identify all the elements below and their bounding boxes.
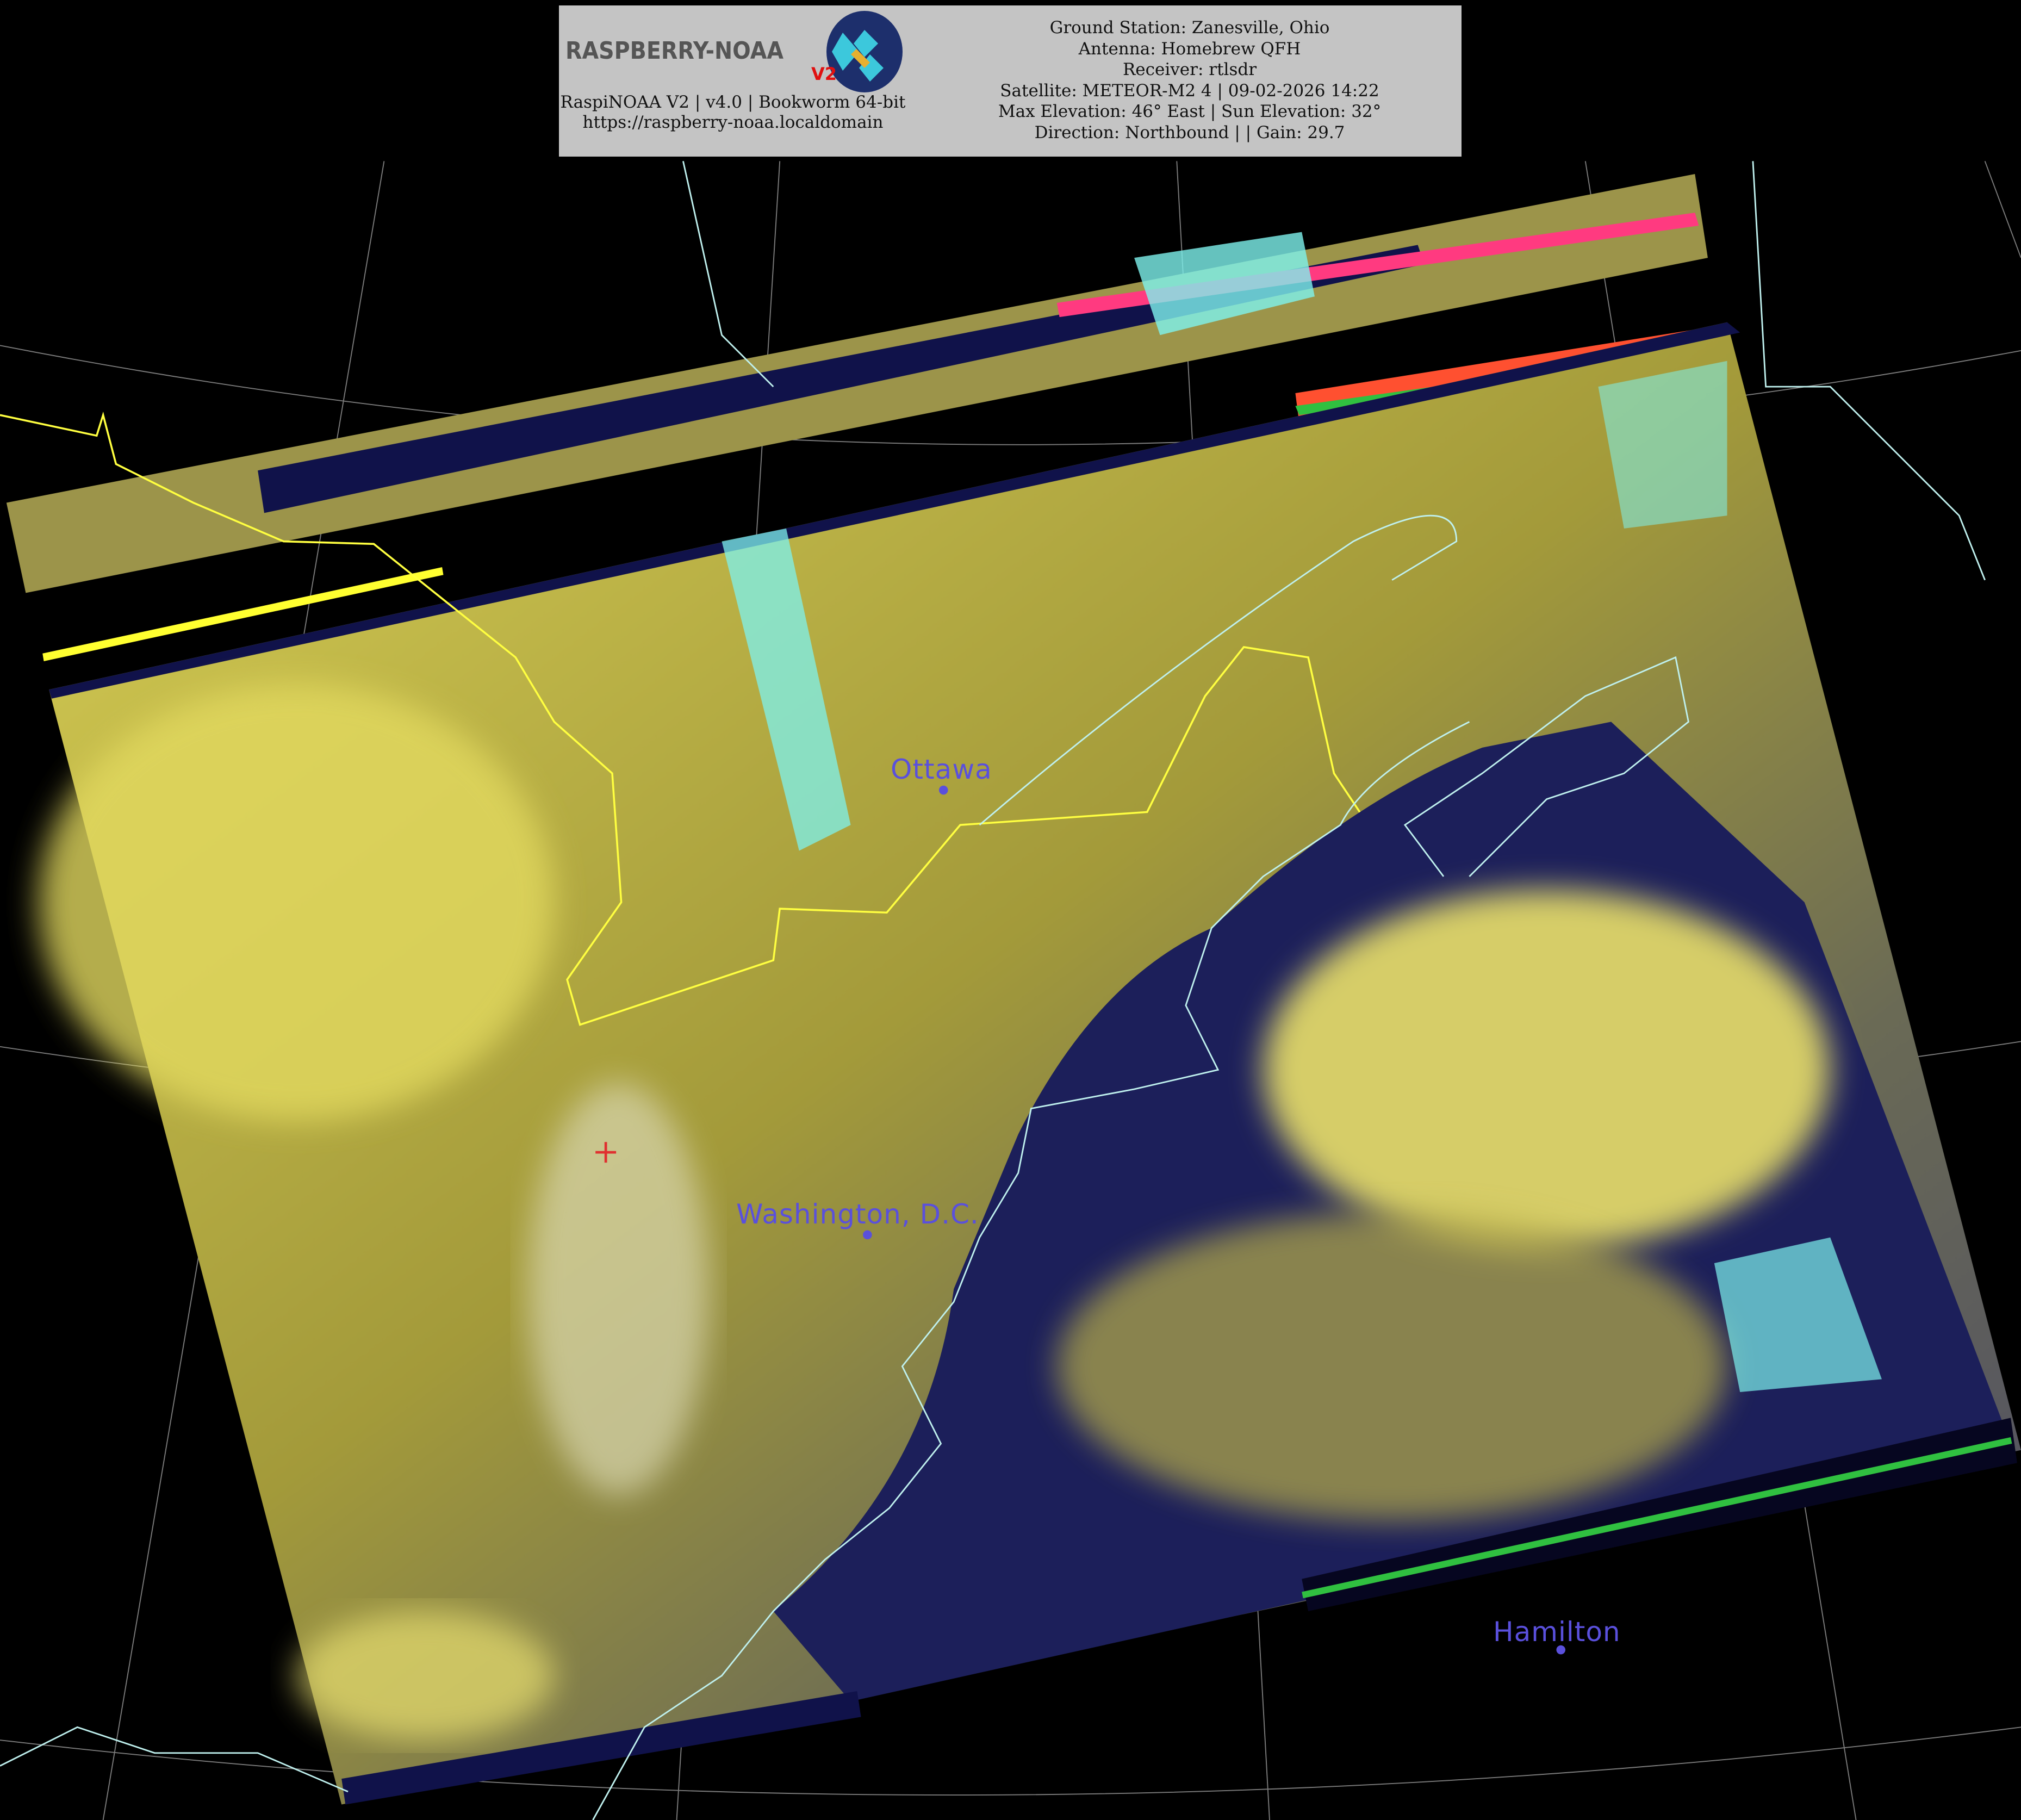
city-label-ottawa: Ottawa (891, 754, 992, 785)
station-software-info: RaspiNOAA V2 | v4.0 | Bookworm 64-bit ht… (559, 92, 907, 133)
logo-text: RASPBERRY-NOAA (565, 37, 784, 65)
satellite: Satellite: METEOR-M2 4 | 09-02-2026 14:2… (1000, 80, 1379, 101)
direction-gain: Direction: Northbound | | Gain: 29.7 (1034, 122, 1345, 142)
logo-badge: V2 (811, 64, 837, 84)
city-label-washington: Washington, D.C. (736, 1198, 979, 1230)
software-version: RaspiNOAA V2 | v4.0 | Bookworm 64-bit (560, 92, 906, 112)
city-dot-hamilton (1556, 1645, 1566, 1655)
antenna: Antenna: Homebrew QFH (1078, 39, 1301, 59)
city-label-hamilton: Hamilton (1493, 1616, 1621, 1648)
pass-details: Ground Station: Zanesville, Ohio Antenna… (929, 17, 1451, 143)
main-swath (39, 322, 2021, 1805)
elevation: Max Elevation: 46° East | Sun Elevation:… (998, 102, 1382, 121)
raspberry-noaa-logo: RASPBERRY-NOAA V2 (565, 11, 913, 92)
pass-info-header: RASPBERRY-NOAA V2 RaspiNOAA V2 | v4.0 | … (559, 5, 1462, 157)
ground-station: Ground Station: Zanesville, Ohio (1049, 18, 1330, 38)
coastline (0, 160, 1986, 1820)
city-dot-ottawa (938, 785, 948, 795)
station-url[interactable]: https://raspberry-noaa.localdomain (582, 113, 884, 132)
ground-station-marker (595, 1142, 617, 1163)
us-canada-border (0, 411, 1361, 1026)
satellite-icon (826, 11, 903, 92)
receiver: Receiver: rtlsdr (1122, 60, 1257, 79)
city-dot-washington (863, 1230, 872, 1240)
